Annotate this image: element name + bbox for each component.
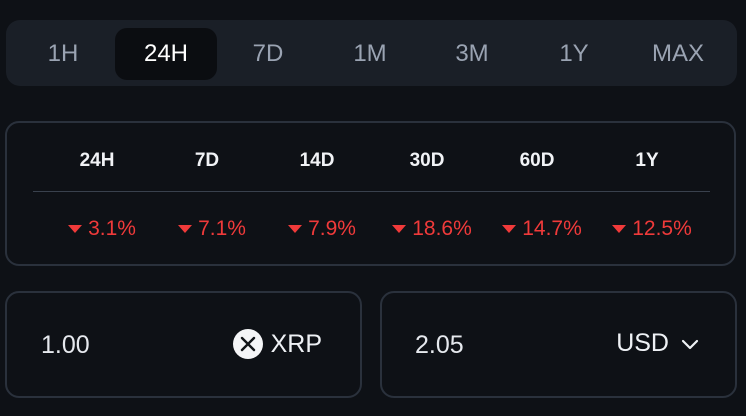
crypto-symbol: XRP <box>270 329 322 358</box>
range-tab-1y[interactable]: 1Y <box>559 40 589 67</box>
range-tab-3m[interactable]: 3M <box>455 40 489 67</box>
caret-down-icon <box>178 225 193 233</box>
xrp-logo-icon <box>232 329 263 359</box>
caret-down-icon <box>612 225 627 233</box>
range-tab-1h[interactable]: 1H <box>47 40 79 67</box>
crypto-amount-value[interactable]: 1.00 <box>41 331 90 359</box>
period-header-14d: 14D <box>299 150 335 171</box>
caret-down-icon <box>502 225 517 233</box>
range-tab-24h[interactable]: 24H <box>115 28 217 80</box>
change-1y: 12.5% <box>597 217 707 241</box>
period-header-60d: 60D <box>519 150 555 171</box>
caret-down-icon <box>68 225 83 233</box>
fiat-amount-input[interactable]: 2.05 USD <box>380 291 737 398</box>
period-header-24h: 24H <box>79 150 115 171</box>
fiat-currency-dropdown[interactable]: USD <box>616 329 699 358</box>
period-header-7d: 7D <box>194 150 220 171</box>
fiat-amount-value[interactable]: 2.05 <box>415 331 464 359</box>
change-value: 3.1% <box>88 217 136 240</box>
period-header-30d: 30D <box>409 150 445 171</box>
change-7d: 7.1% <box>157 217 267 241</box>
range-tab-7d[interactable]: 7D <box>252 40 284 67</box>
fiat-currency-label: USD <box>616 329 669 357</box>
change-value: 12.5% <box>632 217 692 240</box>
change-60d: 14.7% <box>487 217 597 241</box>
chevron-down-icon <box>681 329 699 358</box>
change-value: 7.9% <box>308 217 356 240</box>
period-header-1y: 1Y <box>635 150 659 171</box>
time-range-selector: 1H 24H 7D 1M 3M 1Y MAX <box>6 20 737 86</box>
panel-divider <box>33 191 710 192</box>
crypto-amount-input[interactable]: 1.00 XRP <box>5 291 362 398</box>
change-value: 18.6% <box>412 217 472 240</box>
change-value: 7.1% <box>198 217 246 240</box>
change-value: 14.7% <box>522 217 582 240</box>
price-change-panel: 24H 7D 14D 30D 60D 1Y 3.1% 7.1% 7.9% 18.… <box>5 121 736 266</box>
crypto-asset: XRP <box>232 329 322 359</box>
change-30d: 18.6% <box>377 217 487 241</box>
range-tab-max[interactable]: MAX <box>651 40 704 67</box>
caret-down-icon <box>392 225 407 233</box>
change-24h: 3.1% <box>47 217 157 241</box>
caret-down-icon <box>288 225 303 233</box>
range-tab-1m[interactable]: 1M <box>353 40 387 67</box>
change-14d: 7.9% <box>267 217 377 241</box>
